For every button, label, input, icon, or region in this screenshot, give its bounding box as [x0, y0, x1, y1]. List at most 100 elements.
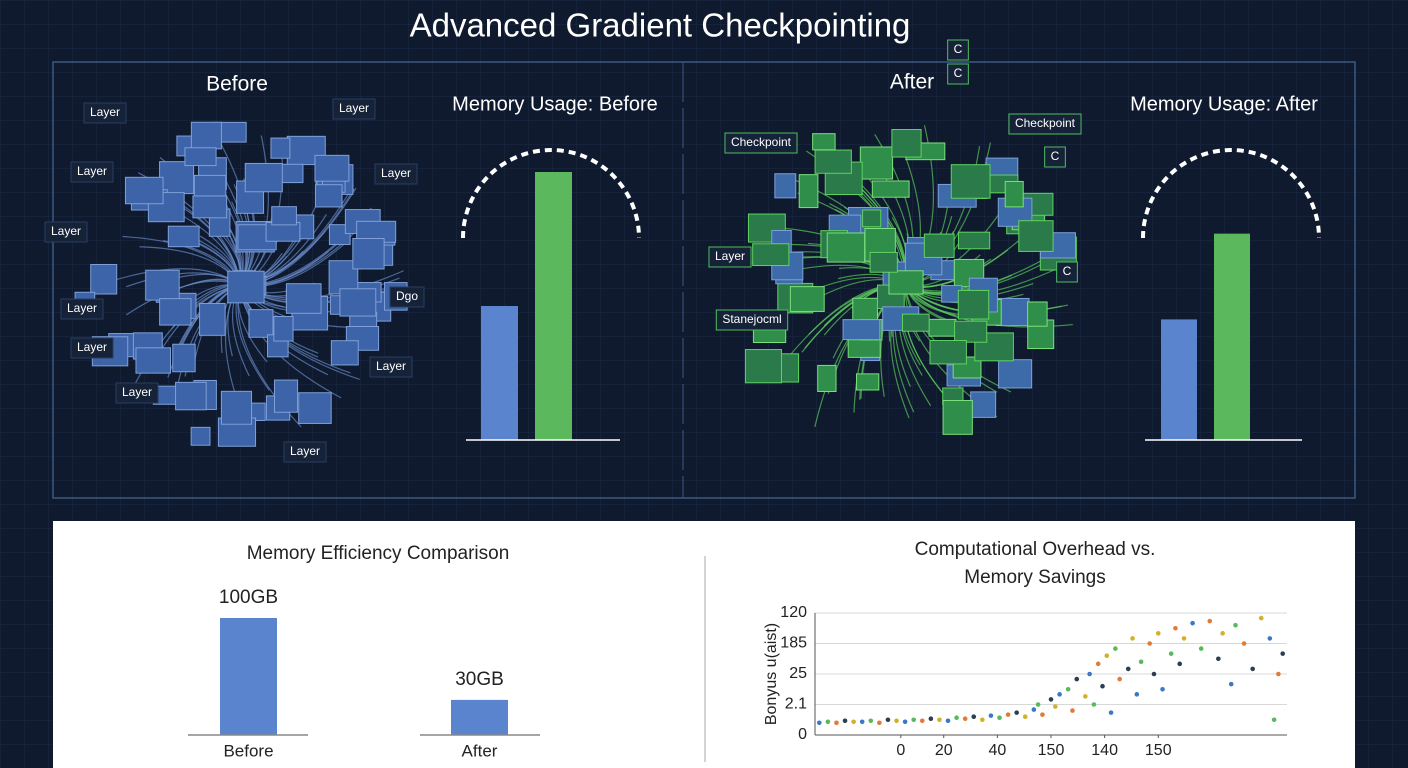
point	[1258, 615, 1264, 621]
node	[923, 233, 955, 258]
point	[1040, 712, 1045, 717]
point	[816, 720, 822, 726]
node	[314, 184, 343, 208]
point	[945, 718, 951, 724]
node	[859, 146, 894, 180]
point	[937, 717, 942, 723]
point	[894, 718, 899, 724]
node-label: Layer	[67, 301, 97, 315]
node	[847, 339, 881, 358]
node	[995, 297, 1030, 327]
point	[1130, 636, 1135, 641]
node	[954, 320, 988, 343]
node-label: Layer	[339, 101, 369, 115]
point	[1181, 636, 1187, 641]
point	[1091, 702, 1097, 707]
node-label: Dgo	[396, 289, 418, 303]
node	[901, 313, 930, 332]
node	[1018, 220, 1054, 252]
point	[902, 719, 908, 725]
point	[919, 718, 925, 724]
top-panel	[52, 61, 1356, 499]
label-box	[70, 161, 114, 183]
node	[985, 157, 1019, 177]
point	[980, 717, 985, 723]
node	[1004, 180, 1024, 208]
label-box	[947, 39, 969, 61]
point	[1052, 704, 1058, 709]
point	[859, 719, 865, 725]
point	[825, 719, 831, 725]
label-box	[724, 132, 798, 154]
point	[1035, 702, 1041, 707]
node-label: Stanejocml	[722, 312, 781, 326]
node	[159, 298, 192, 326]
label-box	[715, 309, 789, 331]
node-label: Checkpoint	[1015, 116, 1076, 130]
label-box	[83, 102, 127, 124]
label-box	[44, 221, 88, 243]
y-tick-label: 25	[789, 665, 807, 682]
chart-title: Memory Usage: Before	[452, 93, 658, 115]
node	[774, 173, 797, 199]
node-label: Layer	[77, 164, 107, 178]
label-box	[1044, 146, 1066, 168]
point	[1005, 712, 1011, 717]
node	[314, 154, 350, 182]
node-label: Layer	[290, 444, 320, 458]
bar	[451, 699, 508, 735]
point	[971, 714, 977, 719]
node-label: C	[954, 42, 963, 56]
value-label: 100GB	[219, 587, 278, 608]
point	[1117, 676, 1122, 682]
label-box	[389, 286, 425, 308]
y-tick-label: 2.1	[785, 696, 807, 713]
node	[273, 379, 299, 413]
bar	[220, 618, 277, 735]
chart-title: Memory Usage: After	[1130, 93, 1318, 115]
node	[124, 176, 164, 205]
node	[852, 297, 878, 322]
x-tick-label: 150	[1038, 742, 1065, 759]
node	[798, 174, 819, 209]
point	[1190, 620, 1195, 626]
point	[1108, 710, 1114, 715]
node	[248, 309, 274, 338]
node	[842, 319, 881, 341]
gauge-arc	[461, 148, 641, 239]
point	[1113, 646, 1118, 651]
y-axis-label: Bonyus u(aist)	[763, 623, 780, 725]
label-box	[70, 337, 114, 359]
label-box	[708, 246, 752, 268]
bar	[1161, 319, 1197, 440]
point	[1276, 671, 1281, 677]
x-tick-label: 150	[1145, 742, 1172, 759]
point	[911, 717, 916, 723]
node-label: C	[954, 66, 963, 80]
node	[271, 206, 297, 226]
label-box	[374, 163, 418, 185]
node	[1027, 301, 1048, 327]
node	[172, 343, 196, 373]
point	[1216, 656, 1221, 662]
page-title: Advanced Gradient Checkpointing	[410, 7, 911, 44]
point	[997, 715, 1002, 721]
x-tick-label: 0	[896, 742, 905, 759]
node	[145, 269, 180, 301]
point	[1014, 710, 1019, 715]
label-box	[332, 98, 376, 120]
label-box	[60, 298, 104, 320]
x-tick-label: 20	[935, 742, 953, 759]
node	[812, 133, 836, 151]
node	[190, 426, 211, 446]
node	[199, 302, 226, 336]
x-tick-label: 140	[1091, 742, 1118, 759]
node-label: Layer	[381, 166, 411, 180]
point	[834, 720, 839, 726]
node	[285, 283, 322, 314]
point	[1022, 714, 1028, 719]
point	[1198, 646, 1204, 651]
node	[147, 192, 185, 223]
node	[227, 270, 265, 304]
node	[928, 318, 957, 337]
